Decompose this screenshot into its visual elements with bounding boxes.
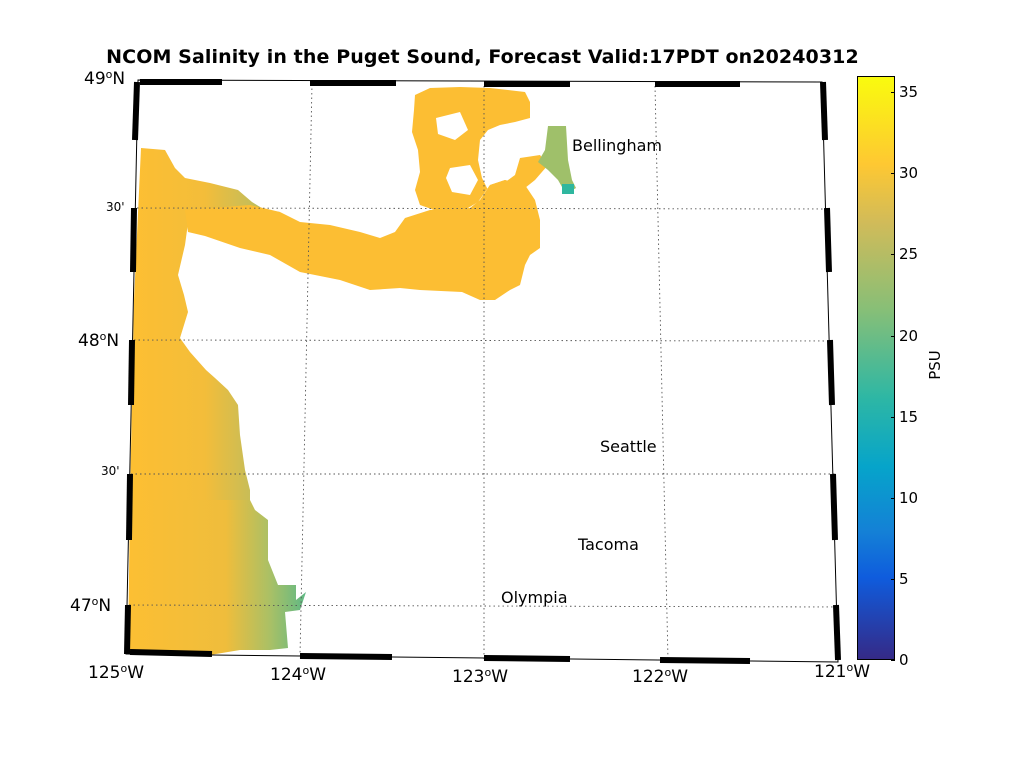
pacific-ocean-south	[128, 500, 306, 655]
colorbar-tick-label: 0	[899, 651, 909, 669]
lat-minute-label-47-30: 30'	[101, 464, 120, 478]
city-label-olympia: Olympia	[501, 588, 568, 607]
colorbar-tick-mark	[891, 660, 895, 661]
lat-label-47n: 47oN	[70, 595, 112, 616]
colorbar-tick-mark	[891, 92, 895, 94]
colorbar-tick-label: 20	[899, 326, 919, 345]
lon-label-122w: 122oW	[632, 666, 688, 687]
island-gap	[436, 112, 468, 140]
colorbar-tick-label: 30	[899, 164, 919, 183]
lon-label-121w: 121oW	[814, 661, 870, 682]
lon-label-123w: 123oW	[452, 666, 508, 687]
colorbar-tick-label: 15	[899, 407, 919, 426]
graticule	[128, 83, 839, 661]
san-juan-islands	[446, 165, 478, 195]
lon-label-125w: 125oW	[88, 662, 144, 683]
city-label-seattle: Seattle	[600, 437, 657, 456]
colorbar-tick-label: 25	[899, 245, 919, 264]
colorbar-tick-mark	[891, 173, 895, 175]
map-title: NCOM Salinity in the Puget Sound, Foreca…	[106, 46, 859, 68]
map-frame	[124, 79, 841, 664]
colorbar-tick-mark	[891, 416, 895, 418]
nooksack-outflow	[562, 184, 574, 194]
colorbar-label: PSU	[925, 350, 944, 380]
lat-label-48n: 48oN	[78, 330, 120, 351]
colorbar-tick-mark	[891, 335, 895, 337]
colorbar-tick-mark	[891, 254, 895, 256]
city-label-bellingham: Bellingham	[572, 136, 662, 155]
colorbar-tick-mark	[891, 578, 895, 580]
colorbar-tick-label: 10	[899, 488, 919, 507]
pacific-ocean-region	[130, 148, 280, 500]
lat-minute-label-48-30: 30'	[106, 200, 125, 214]
colorbar	[857, 76, 895, 660]
colorbar-tick-label: 5	[899, 569, 909, 588]
bellingham-bay	[538, 126, 576, 194]
colorbar-tick-mark	[891, 497, 895, 499]
city-label-tacoma: Tacoma	[578, 535, 639, 554]
colorbar-tick-label: 35	[899, 83, 919, 102]
lat-label-49n: 49oN	[84, 68, 126, 89]
lon-label-124w: 124oW	[270, 664, 326, 685]
